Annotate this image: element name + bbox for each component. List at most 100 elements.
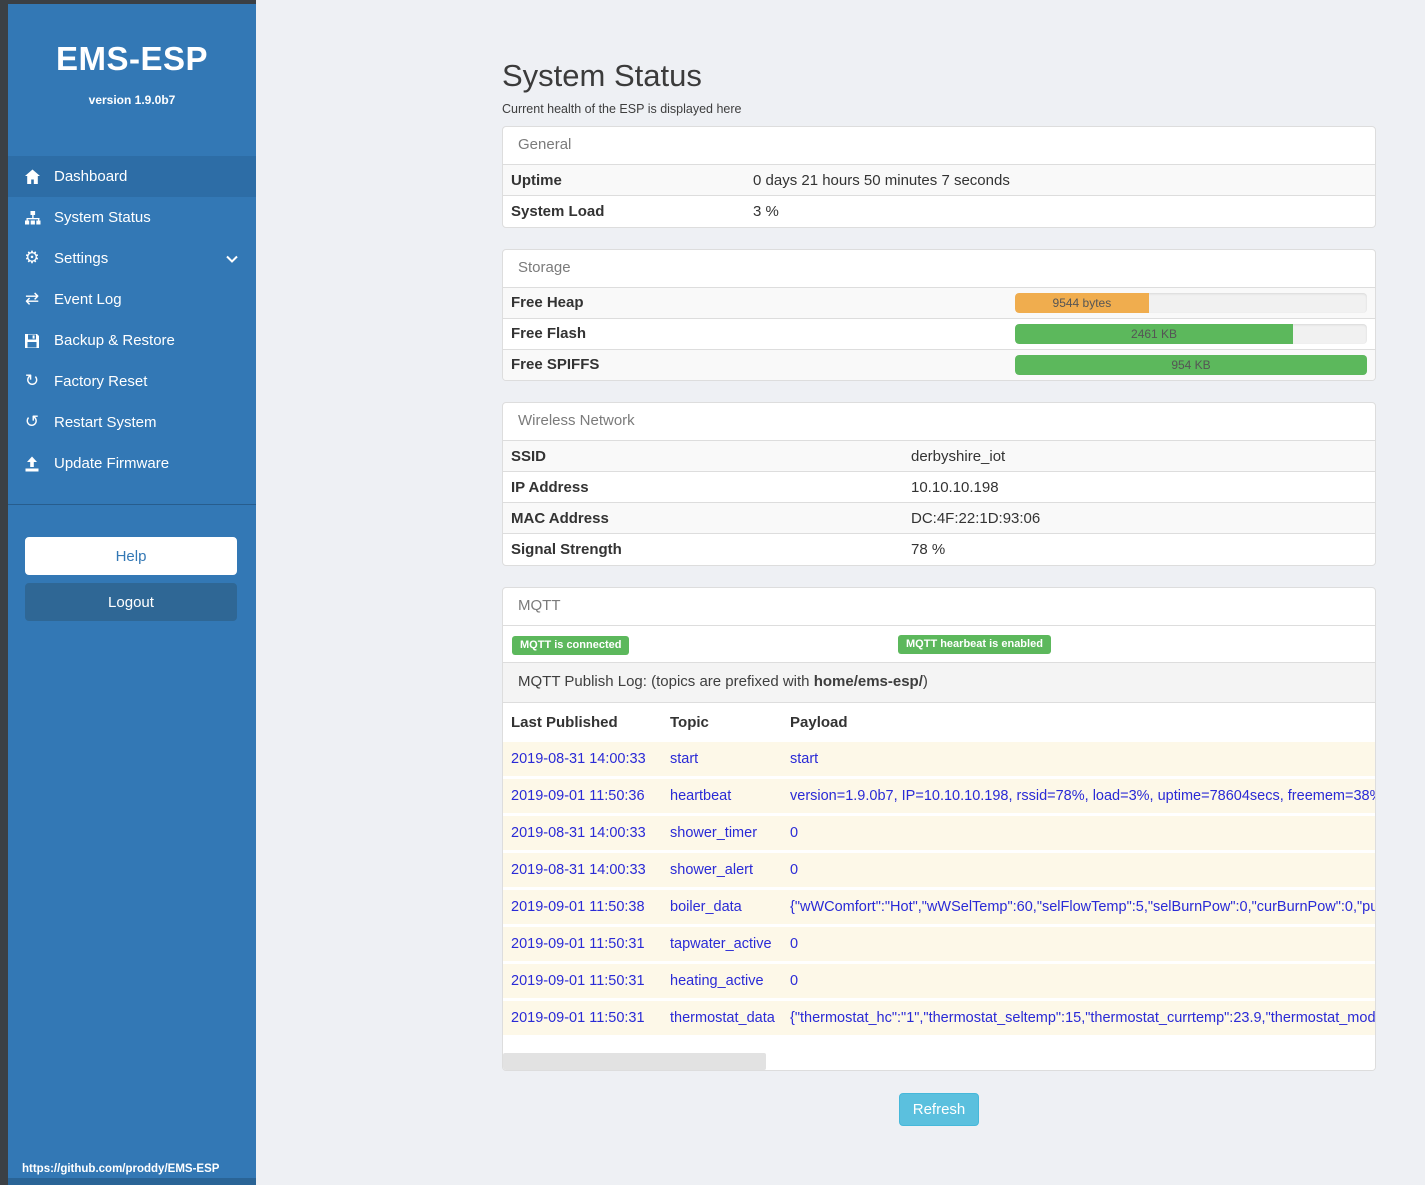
mqtt-heartbeat-badge: MQTT hearbeat is enabled <box>898 634 1051 654</box>
wireless-panel: Wireless Network SSID derbyshire_iot IP … <box>502 402 1376 566</box>
table-row: IP Address 10.10.10.198 <box>503 471 1375 503</box>
sidebar-nav: Dashboard System Status ⚙ Settings ⇄ Eve… <box>8 156 256 484</box>
cell-last-published: 2019-09-01 11:50:31 <box>503 963 662 1001</box>
app-version: version 1.9.0b7 <box>88 93 176 107</box>
row-value: 3 % <box>745 195 1375 227</box>
exchange-icon: ⇄ <box>24 289 40 309</box>
table-row: 2019-09-01 11:50:36 heartbeat version=1.… <box>503 778 1375 816</box>
sidebar-item-label: Event Log <box>54 291 122 308</box>
row-value: 2461 KB <box>1007 317 1375 349</box>
table-row: 2019-08-31 14:00:33 shower_alert 0 <box>503 852 1375 890</box>
table-row: 2019-09-01 11:50:38 boiler_data {"wWComf… <box>503 889 1375 927</box>
row-value: derbyshire_iot <box>903 440 1375 472</box>
cell-payload: {"thermostat_hc":"1","thermostat_seltemp… <box>782 1000 1375 1038</box>
sidebar: EMS-ESP version 1.9.0b7 Dashboard System… <box>8 0 256 1185</box>
refresh-icon: ↺ <box>24 412 40 432</box>
sidebar-item-factory-reset[interactable]: ↻ Factory Reset <box>8 361 256 402</box>
sidebar-item-event-log[interactable]: ⇄ Event Log <box>8 279 256 320</box>
row-value: 78 % <box>903 533 1375 565</box>
table-row: Free Heap 9544 bytes <box>503 286 1375 318</box>
home-icon <box>22 169 42 185</box>
mqtt-log-table-wrapper: Last Published Topic Payload 2019-08-31 … <box>503 701 1375 1038</box>
column-header: Topic <box>662 701 782 742</box>
help-button[interactable]: Help <box>25 537 237 575</box>
table-header-row: Last Published Topic Payload <box>503 701 1375 742</box>
free-heap-progress: 9544 bytes <box>1015 292 1367 313</box>
save-icon <box>22 333 42 349</box>
row-label: System Load <box>503 195 745 227</box>
row-value: 9544 bytes <box>1007 286 1375 318</box>
sidebar-item-system-status[interactable]: System Status <box>8 197 256 238</box>
mqtt-panel: MQTT MQTT is connected MQTT hearbeat is … <box>502 586 1376 1071</box>
app-title: EMS-ESP <box>55 40 209 77</box>
free-flash-progress: 2461 KB <box>1015 323 1367 344</box>
table-row: Free Flash 2461 KB <box>503 317 1375 349</box>
mqtt-connected-badge: MQTT is connected <box>512 635 630 655</box>
publish-log-suffix: ) <box>922 672 928 690</box>
row-label: Free Flash <box>503 317 1007 349</box>
table-row: MAC Address DC:4F:22:1D:93:06 <box>503 502 1375 534</box>
cell-last-published: 2019-08-31 14:00:33 <box>503 815 662 853</box>
wireless-table: SSID derbyshire_iot IP Address 10.10.10.… <box>503 440 1375 565</box>
table-row: 2019-08-31 14:00:33 shower_timer 0 <box>503 815 1375 853</box>
cell-topic: shower_timer <box>662 815 782 853</box>
progress-bar-fill: 2461 KB <box>1015 323 1294 344</box>
column-header: Last Published <box>503 701 662 742</box>
horizontal-scrollbar[interactable] <box>503 1052 1375 1070</box>
table-row: 2019-09-01 11:50:31 tapwater_active 0 <box>503 926 1375 964</box>
general-panel-header: General <box>518 136 572 153</box>
cell-payload: version=1.9.0b7, IP=10.10.10.198, rssid=… <box>782 778 1375 816</box>
sidebar-bottom-strip <box>8 1178 256 1185</box>
cell-payload: start <box>782 741 1375 779</box>
row-value: DC:4F:22:1D:93:06 <box>903 502 1375 534</box>
row-label: IP Address <box>503 471 903 503</box>
storage-table: Free Heap 9544 bytes Free Flash 2461 KB … <box>503 286 1375 380</box>
mqtt-badge-row: MQTT is connected MQTT hearbeat is enabl… <box>503 624 1375 662</box>
window-edge <box>0 0 8 1185</box>
sidebar-item-label: Factory Reset <box>54 373 148 390</box>
row-value: 10.10.10.198 <box>903 471 1375 503</box>
row-label: Free SPIFFS <box>503 348 1007 380</box>
row-label: Free Heap <box>503 286 1007 318</box>
cell-last-published: 2019-09-01 11:50:38 <box>503 889 662 927</box>
sidebar-item-backup-restore[interactable]: Backup & Restore <box>8 320 256 361</box>
cell-last-published: 2019-09-01 11:50:31 <box>503 926 662 964</box>
table-row: SSID derbyshire_iot <box>503 440 1375 472</box>
page-title: System Status <box>502 58 702 93</box>
cell-payload: {"wWComfort":"Hot","wWSelTemp":60,"selFl… <box>782 889 1375 927</box>
sidebar-item-dashboard[interactable]: Dashboard <box>8 156 256 197</box>
cell-last-published: 2019-09-01 11:50:36 <box>503 778 662 816</box>
github-link[interactable]: https://github.com/proddy/EMS-ESP <box>22 1163 220 1175</box>
sidebar-item-settings[interactable]: ⚙ Settings <box>8 238 256 279</box>
sidebar-item-label: Backup & Restore <box>54 332 175 349</box>
sidebar-item-label: Update Firmware <box>54 455 170 472</box>
general-panel: General Uptime 0 days 21 hours 50 minute… <box>502 126 1376 228</box>
cell-payload: 0 <box>782 926 1375 964</box>
logout-button[interactable]: Logout <box>25 583 237 621</box>
scrollbar-thumb[interactable] <box>503 1052 766 1070</box>
sidebar-item-update-firmware[interactable]: Update Firmware <box>8 443 256 484</box>
progress-bar-fill: 954 KB <box>1015 354 1367 375</box>
row-label: SSID <box>503 440 903 472</box>
main-content: System Status Current health of the ESP … <box>502 0 1376 1126</box>
cell-payload: 0 <box>782 963 1375 1001</box>
free-spiffs-progress: 954 KB <box>1015 354 1367 375</box>
row-value: 0 days 21 hours 50 minutes 7 seconds <box>745 164 1375 196</box>
mqtt-publish-log-label: MQTT Publish Log: (topics are prefixed w… <box>503 661 1375 702</box>
mqtt-panel-header: MQTT <box>518 596 561 614</box>
row-label: Uptime <box>503 164 745 196</box>
column-header: Payload <box>782 701 1375 742</box>
storage-panel-header: Storage <box>518 258 571 276</box>
publish-log-prefix: MQTT Publish Log: (topics are prefixed w… <box>518 672 814 690</box>
sidebar-item-restart-system[interactable]: ↺ Restart System <box>8 402 256 443</box>
table-row: Uptime 0 days 21 hours 50 minutes 7 seco… <box>503 164 1375 196</box>
sidebar-item-label: Restart System <box>54 414 157 431</box>
cell-last-published: 2019-09-01 11:50:31 <box>503 1000 662 1038</box>
cell-topic: heating_active <box>662 963 782 1001</box>
table-row: 2019-09-01 11:50:31 thermostat_data {"th… <box>503 1000 1375 1038</box>
refresh-button[interactable]: Refresh <box>898 1092 980 1126</box>
sidebar-item-label: Dashboard <box>54 168 128 185</box>
cell-payload: 0 <box>782 815 1375 853</box>
table-row: 2019-08-31 14:00:33 start start <box>503 741 1375 779</box>
general-table: Uptime 0 days 21 hours 50 minutes 7 seco… <box>503 164 1375 227</box>
